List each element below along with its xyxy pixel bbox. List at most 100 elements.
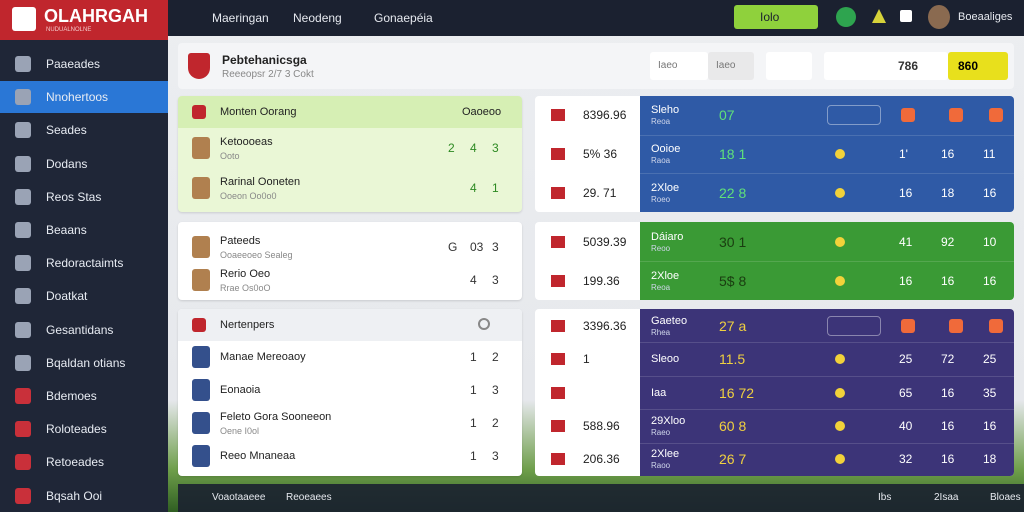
- row-col: 16: [983, 273, 997, 288]
- nav-label: Paaeades: [46, 57, 101, 71]
- nav-item[interactable]: Bdemoes: [0, 380, 168, 412]
- row-name: Ketoooeas: [220, 136, 273, 148]
- nav-item[interactable]: Retoeades: [0, 446, 168, 478]
- nav-item[interactable]: Bqaldan otians: [0, 347, 168, 379]
- nav-item[interactable]: Roloteades: [0, 413, 168, 445]
- stats-table: 8396.96 Sleho Reoa 07 5% 36 Ooioe Raoa 18 1 1' 16…: [535, 96, 1014, 212]
- footer-item[interactable]: Bloaes: [990, 492, 1021, 503]
- score: 786: [898, 59, 919, 73]
- nav-icon: [15, 89, 31, 106]
- badge: [989, 108, 1003, 123]
- search[interactable]: Iaeo: [650, 52, 708, 80]
- pill[interactable]: [827, 315, 881, 336]
- row-label: 2Xloe: [651, 269, 680, 282]
- dot: [835, 354, 845, 365]
- nav-item[interactable]: Doatkat: [0, 280, 168, 312]
- nav-icon: [15, 421, 31, 438]
- page-subtitle: Reeeopsr 2/7 3 Cokt: [222, 69, 314, 80]
- stats-table: 5039.39 Dáiaro Reoo 30 1 41 92 10 199.36 2Xloe Re…: [535, 222, 1014, 300]
- row-value: 3: [492, 141, 499, 155]
- action-button[interactable]: Iolo: [734, 5, 818, 29]
- row-sub: Ooaeeoeo Sealeg: [220, 249, 293, 260]
- footer: Voaotaaeee Reoeaees Ibs 2Isaa Bloaes: [178, 484, 1024, 512]
- nav-item[interactable]: Nnohertoos: [0, 81, 168, 114]
- row-sub: Raoa: [651, 156, 671, 165]
- card-header-bg: [178, 309, 522, 341]
- nav-label: Doatkat: [46, 289, 88, 304]
- nav-label: Reos Stas: [46, 189, 102, 204]
- brand-box: OLAHRGAH NUDUALNOLNE: [0, 0, 168, 40]
- pill[interactable]: [827, 105, 881, 126]
- nav-item[interactable]: Bqsah Ooi: [0, 480, 168, 512]
- footer-item[interactable]: Reoeaees: [286, 492, 332, 503]
- footer-item[interactable]: Voaotaaeee: [212, 492, 266, 503]
- row-icon: [192, 268, 210, 291]
- badge: [949, 108, 963, 123]
- nav-item[interactable]: Redoractaimts: [0, 247, 168, 279]
- page-title: Pebtehanicsga: [222, 53, 307, 67]
- footer-item[interactable]: 2Isaa: [934, 492, 959, 503]
- card-title: Monten Oorang: [220, 106, 297, 118]
- footer-item[interactable]: Ibs: [878, 492, 892, 503]
- row-col: 1': [899, 147, 908, 161]
- tab[interactable]: Neodeng: [293, 11, 342, 25]
- row-name: Reeo Mnaneaa: [220, 449, 296, 462]
- nav-item[interactable]: Gesantidans: [0, 314, 168, 346]
- dot: [835, 454, 845, 465]
- brand-icon: [12, 7, 36, 31]
- nav-label: Seades: [46, 123, 87, 138]
- nav-item[interactable]: Paaeades: [0, 48, 168, 80]
- row-col: 25: [899, 352, 913, 367]
- badge: [989, 318, 1003, 333]
- row-sub: Raeo: [651, 427, 671, 437]
- nav-item[interactable]: Reos Stas: [0, 181, 168, 213]
- nav-label: Redoractaimts: [46, 256, 124, 271]
- stats-table: 3396.36 Gaeteo Rhea 27 a 1 Sleoo 11.5 25 72 25 Iaa…: [535, 309, 1014, 476]
- row-value: 4: [470, 141, 477, 155]
- card-icon: [192, 318, 206, 332]
- row-stat: 18 1: [719, 146, 747, 162]
- nav-label: Roloteades: [46, 422, 107, 437]
- dot: [835, 387, 845, 398]
- row-name: Feleto Gora Sooneeon: [220, 410, 332, 423]
- nav-label: Retoeades: [46, 455, 105, 470]
- row-divider: [640, 342, 1014, 344]
- row-sub: Reoo: [651, 243, 671, 253]
- row-value: 2: [448, 141, 455, 155]
- row-value: 3: [492, 383, 499, 398]
- dot: [835, 420, 845, 431]
- row-col: 16: [899, 185, 913, 200]
- row-stat: 27 a: [719, 317, 747, 334]
- row-value: 206.36: [583, 452, 620, 467]
- tab[interactable]: Maeringan: [212, 11, 269, 25]
- row-value: 3: [492, 272, 499, 287]
- row-icon: [192, 235, 210, 258]
- row-icon: [192, 346, 210, 369]
- row-label: Ooioe: [651, 143, 681, 155]
- team-crest: [188, 53, 210, 79]
- row-label: 2Xloe: [651, 181, 680, 194]
- row-col: 18: [941, 185, 955, 200]
- row-value: 3: [492, 448, 499, 463]
- nav-item[interactable]: Beaans: [0, 214, 168, 246]
- row-stat: 60 8: [719, 417, 747, 434]
- row-value: 1: [470, 415, 477, 430]
- row-stat: 30 1: [719, 233, 747, 250]
- row-label: Gaeteo: [651, 314, 688, 327]
- topbar: Maeringan Neodeng Gonaepéia Iolo Boeaaliges: [168, 0, 1024, 36]
- row-sub: Ooeon Oo0o0: [220, 191, 277, 201]
- nav-item[interactable]: Seades: [0, 114, 168, 146]
- star[interactable]: [766, 52, 812, 80]
- row-value: 588.96: [583, 418, 620, 433]
- row-label: Sleho: [651, 104, 680, 117]
- row-value: G: [448, 239, 458, 254]
- tab[interactable]: Gonaepéia: [374, 11, 433, 25]
- row-label: Dáiaro: [651, 230, 684, 243]
- nav-item[interactable]: Dodans: [0, 148, 168, 180]
- filter[interactable]: Iaeo: [708, 52, 754, 80]
- flag: [551, 186, 565, 199]
- nav-icon: [15, 354, 31, 371]
- flag: [551, 453, 565, 466]
- dot: [835, 275, 845, 286]
- row-col: 72: [941, 352, 955, 367]
